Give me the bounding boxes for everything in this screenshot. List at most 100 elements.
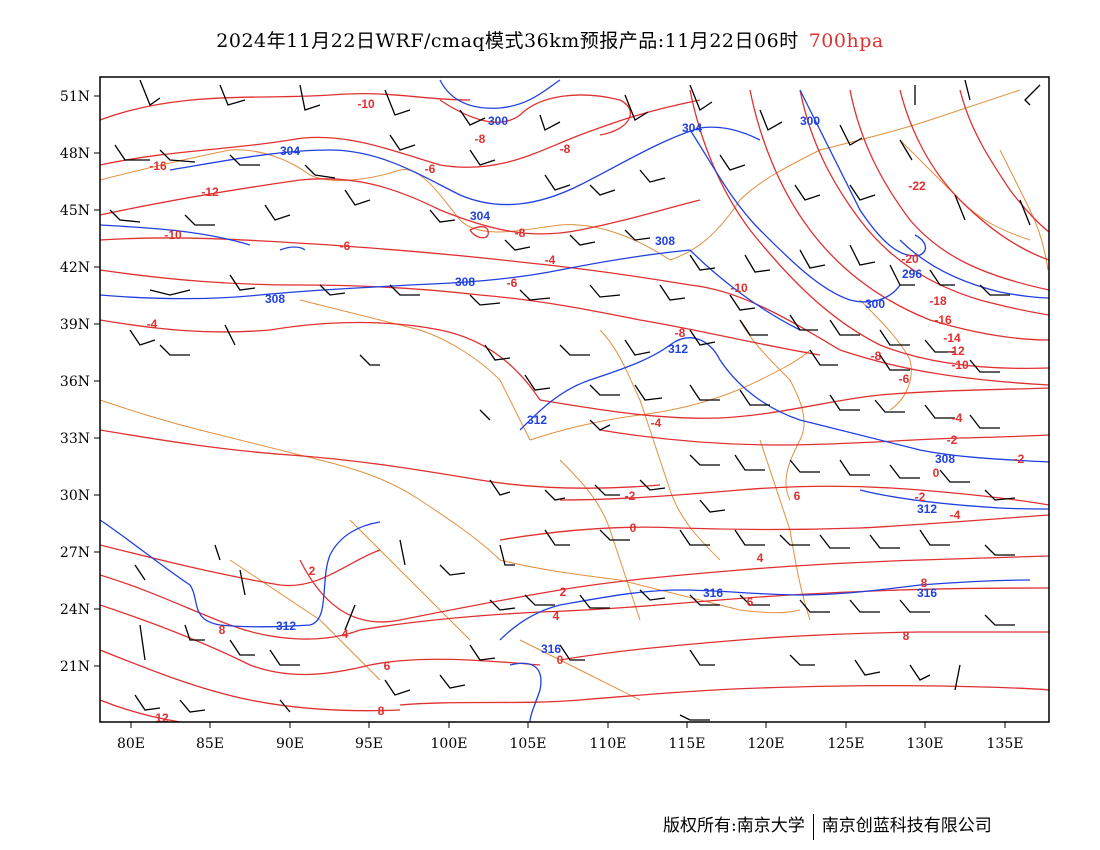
temp-label: -4 (950, 508, 961, 522)
lon-tick-label: 135E (987, 736, 1024, 752)
temp-label: 2 (309, 564, 316, 578)
temp-label: -8 (560, 142, 571, 156)
temp-label: 8 (921, 576, 928, 590)
title-main: 2024年11月22日WRF/cmaq模式36km预报产品:11月22日06时 (216, 30, 799, 52)
y-axis (94, 95, 100, 667)
lon-tick-label: 105E (510, 736, 547, 752)
lon-tick-label: 125E (828, 736, 865, 752)
temp-label: 4 (342, 627, 349, 641)
y-tick-labels: 51N 48N 45N 42N 39N 36N 33N 30N 27N 24N … (60, 89, 90, 675)
lat-tick-label: 33N (60, 431, 90, 447)
temp-label: -6 (425, 162, 436, 176)
geopotential-contours (100, 79, 1049, 722)
temp-label: -10 (357, 97, 375, 111)
footer-separator (812, 813, 814, 840)
temp-label: 8 (903, 629, 910, 643)
plot-frame (99, 76, 1050, 723)
temp-label: -8 (475, 132, 486, 146)
lon-tick-label: 120E (748, 736, 785, 752)
temp-label: -10 (730, 281, 748, 295)
geo-label: 300 (488, 114, 508, 128)
temp-label: -8 (675, 326, 686, 340)
lat-tick-label: 39N (60, 317, 90, 333)
temp-label: -18 (929, 294, 947, 308)
temp-label: -4 (651, 416, 662, 430)
temp-label: 8 (219, 623, 226, 637)
temp-label: -22 (908, 179, 926, 193)
wind-barbs (109, 79, 1041, 721)
temp-label: -6 (340, 239, 351, 253)
temp-label: -2 (625, 489, 636, 503)
geopotential-labels: 300 304 304 300 304 308 308 308 312 312 … (265, 114, 955, 656)
lat-tick-label: 42N (60, 260, 90, 276)
temp-label: 4 (757, 551, 764, 565)
temp-label: -8 (871, 349, 882, 363)
lon-tick-label: 80E (117, 736, 145, 752)
lat-tick-label: 27N (60, 545, 90, 561)
geo-label: 304 (470, 209, 490, 223)
temp-label: 12 (155, 711, 169, 725)
lon-tick-label: 100E (431, 736, 468, 752)
geo-label: 312 (276, 619, 296, 633)
lon-tick-label: 95E (355, 736, 383, 752)
lat-tick-label: 21N (60, 659, 90, 675)
temp-label: -14 (943, 331, 961, 345)
geo-label: 304 (682, 121, 702, 135)
title-level: 700hpa (808, 30, 884, 52)
temp-label: -20 (901, 252, 919, 266)
temp-label: 2 (560, 585, 567, 599)
temp-label: -6 (507, 276, 518, 290)
temp-label: -12 (201, 185, 219, 199)
lon-tick-label: 85E (196, 736, 224, 752)
geo-label: 304 (280, 144, 300, 158)
temp-label: 8 (378, 704, 385, 718)
geo-label: 300 (800, 114, 820, 128)
temp-label: -16 (149, 159, 167, 173)
temp-label: 6 (794, 489, 801, 503)
lat-tick-label: 24N (60, 602, 90, 618)
geo-label: 308 (655, 234, 675, 248)
temp-label: -2 (915, 490, 926, 504)
geo-label: 312 (668, 342, 688, 356)
temp-label: -4 (545, 253, 556, 267)
copyright-right: 南京创蓝科技有限公司 (821, 816, 992, 836)
geo-label: 308 (935, 452, 955, 466)
x-tick-labels: 80E 85E 90E 95E 100E 105E 110E 115E 120E… (117, 736, 1024, 752)
temp-label: 4 (553, 609, 560, 623)
geo-label: 308 (265, 292, 285, 306)
lat-tick-label: 51N (60, 89, 90, 105)
geo-label: 316 (703, 586, 723, 600)
lon-tick-label: 110E (590, 736, 627, 752)
copyright-footer: 版权所有:南京大学 南京创蓝科技有限公司 (663, 811, 992, 840)
lon-tick-label: 115E (669, 736, 706, 752)
lon-tick-label: 130E (907, 736, 944, 752)
temperature-labels: -10 -16 -12 -10 -8 -8 -6 -8 -6 -4 -4 -6 … (147, 97, 1025, 725)
temp-label: -4 (147, 317, 158, 331)
temp-label: -6 (899, 372, 910, 386)
temp-label: -16 (934, 313, 952, 327)
temp-label: 0 (630, 521, 637, 535)
temp-label: 0 (933, 466, 940, 480)
lat-tick-label: 45N (60, 203, 90, 219)
geo-label: 312 (527, 413, 547, 427)
x-axis (130, 722, 1006, 728)
temp-label: -8 (515, 226, 526, 240)
temp-label: -2 (947, 433, 958, 447)
temp-label: -12 (947, 344, 965, 358)
map-title: 2024年11月22日WRF/cmaq模式36km预报产品:11月22日06时 7… (0, 26, 1100, 53)
borders (100, 89, 1049, 701)
lat-tick-label: 30N (60, 488, 90, 504)
geo-label: 296 (902, 267, 922, 281)
geo-label: 300 (865, 297, 885, 311)
temp-label: -4 (952, 411, 963, 425)
temp-label: -10 (164, 228, 182, 242)
temp-label: -10 (951, 358, 969, 372)
geo-label: 316 (917, 586, 937, 600)
lon-tick-label: 90E (276, 736, 304, 752)
geo-label: 312 (917, 502, 937, 516)
lat-tick-label: 48N (60, 146, 90, 162)
temperature-contours (100, 89, 1049, 722)
geo-label: 316 (541, 642, 561, 656)
geo-label: 308 (455, 275, 475, 289)
